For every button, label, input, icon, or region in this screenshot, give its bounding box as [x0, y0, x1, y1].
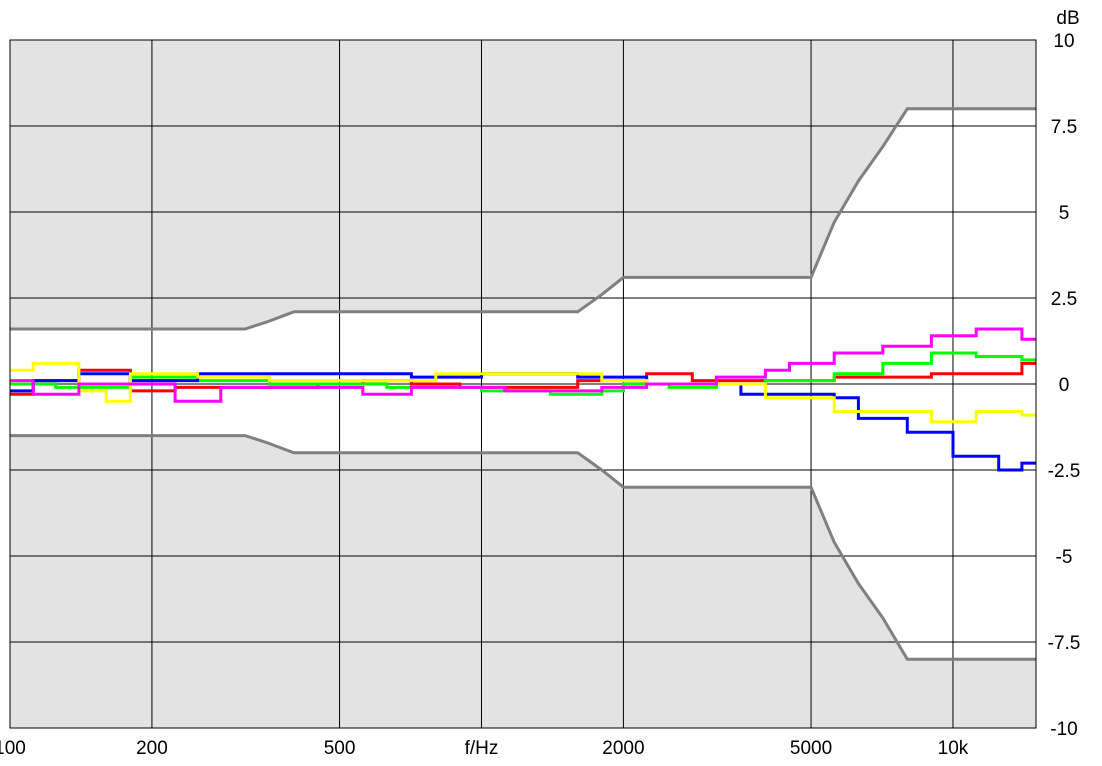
x-tick-label: 5000: [790, 738, 832, 759]
series-line-4: [10, 361, 1036, 424]
y-axis-title: dB: [1056, 8, 1079, 29]
series-line-5: [10, 327, 1036, 403]
x-tick-label: 100: [0, 738, 26, 759]
x-tick-labels: 100 200 500 f/Hz 2000 5000 10k: [0, 738, 969, 759]
plot-frame: [9, 39, 1037, 729]
x-tick-label: f/Hz: [465, 738, 499, 759]
y-tick-label: -2.5: [1048, 461, 1081, 482]
x-tick-label: 200: [136, 738, 168, 759]
y-tick-label: 7.5: [1051, 117, 1077, 138]
y-tick-label: 10: [1053, 31, 1074, 52]
x-tick-label: 500: [324, 738, 356, 759]
y-tick-label: 2.5: [1051, 289, 1077, 310]
x-tick-label: 10k: [938, 738, 969, 759]
lower-tolerance-line: [10, 434, 1036, 661]
y-tick-labels: 10 7.5 5 2.5 0 -2.5 -5 -7.5 -10: [1048, 31, 1081, 740]
y-tick-label: 0: [1059, 375, 1070, 396]
plot-area: [9, 39, 1037, 729]
y-tick-label: -7.5: [1048, 633, 1081, 654]
y-tick-label: -10: [1050, 719, 1077, 740]
y-tick-label: -5: [1056, 547, 1073, 568]
upper-tolerance-line: [10, 107, 1036, 331]
y-tick-label: 5: [1059, 203, 1070, 224]
x-tick-label: 2000: [602, 738, 644, 759]
